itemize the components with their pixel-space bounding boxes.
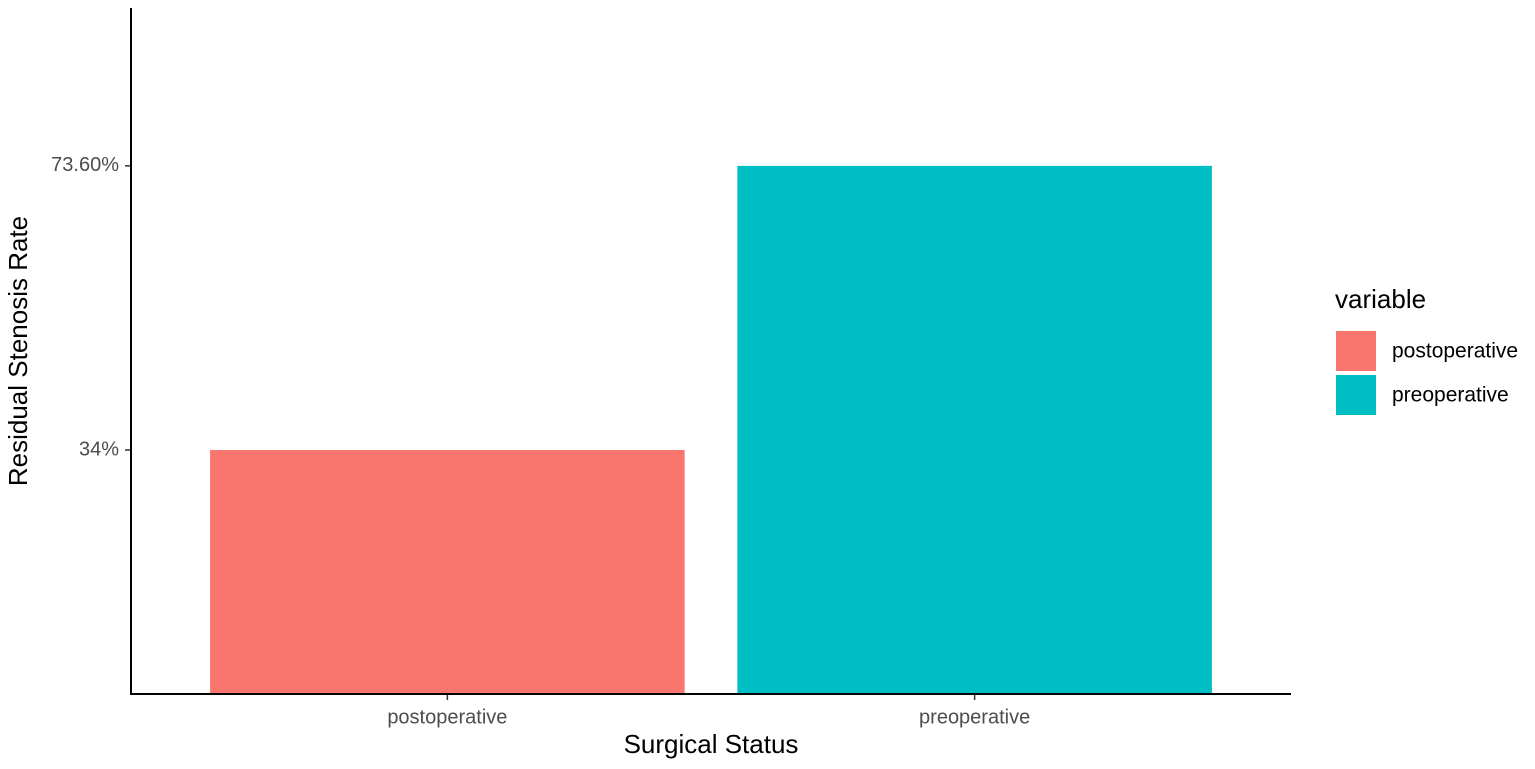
y-tick-label: 34% [79,438,119,460]
legend-label: preoperative [1392,384,1509,407]
legend-label: postoperative [1392,340,1518,363]
x-tick-label: preoperative [919,706,1030,728]
y-axis-title: Residual Stenosis Rate [3,216,33,486]
legend-key [1336,331,1376,371]
y-tick-label: 73.60% [51,154,119,176]
legend-title: variable [1335,284,1426,314]
x-tick-label: postoperative [387,706,507,728]
x-axis-title: Surgical Status [624,729,799,759]
legend-key [1336,375,1376,415]
bar [210,450,685,694]
bar [737,165,1212,695]
